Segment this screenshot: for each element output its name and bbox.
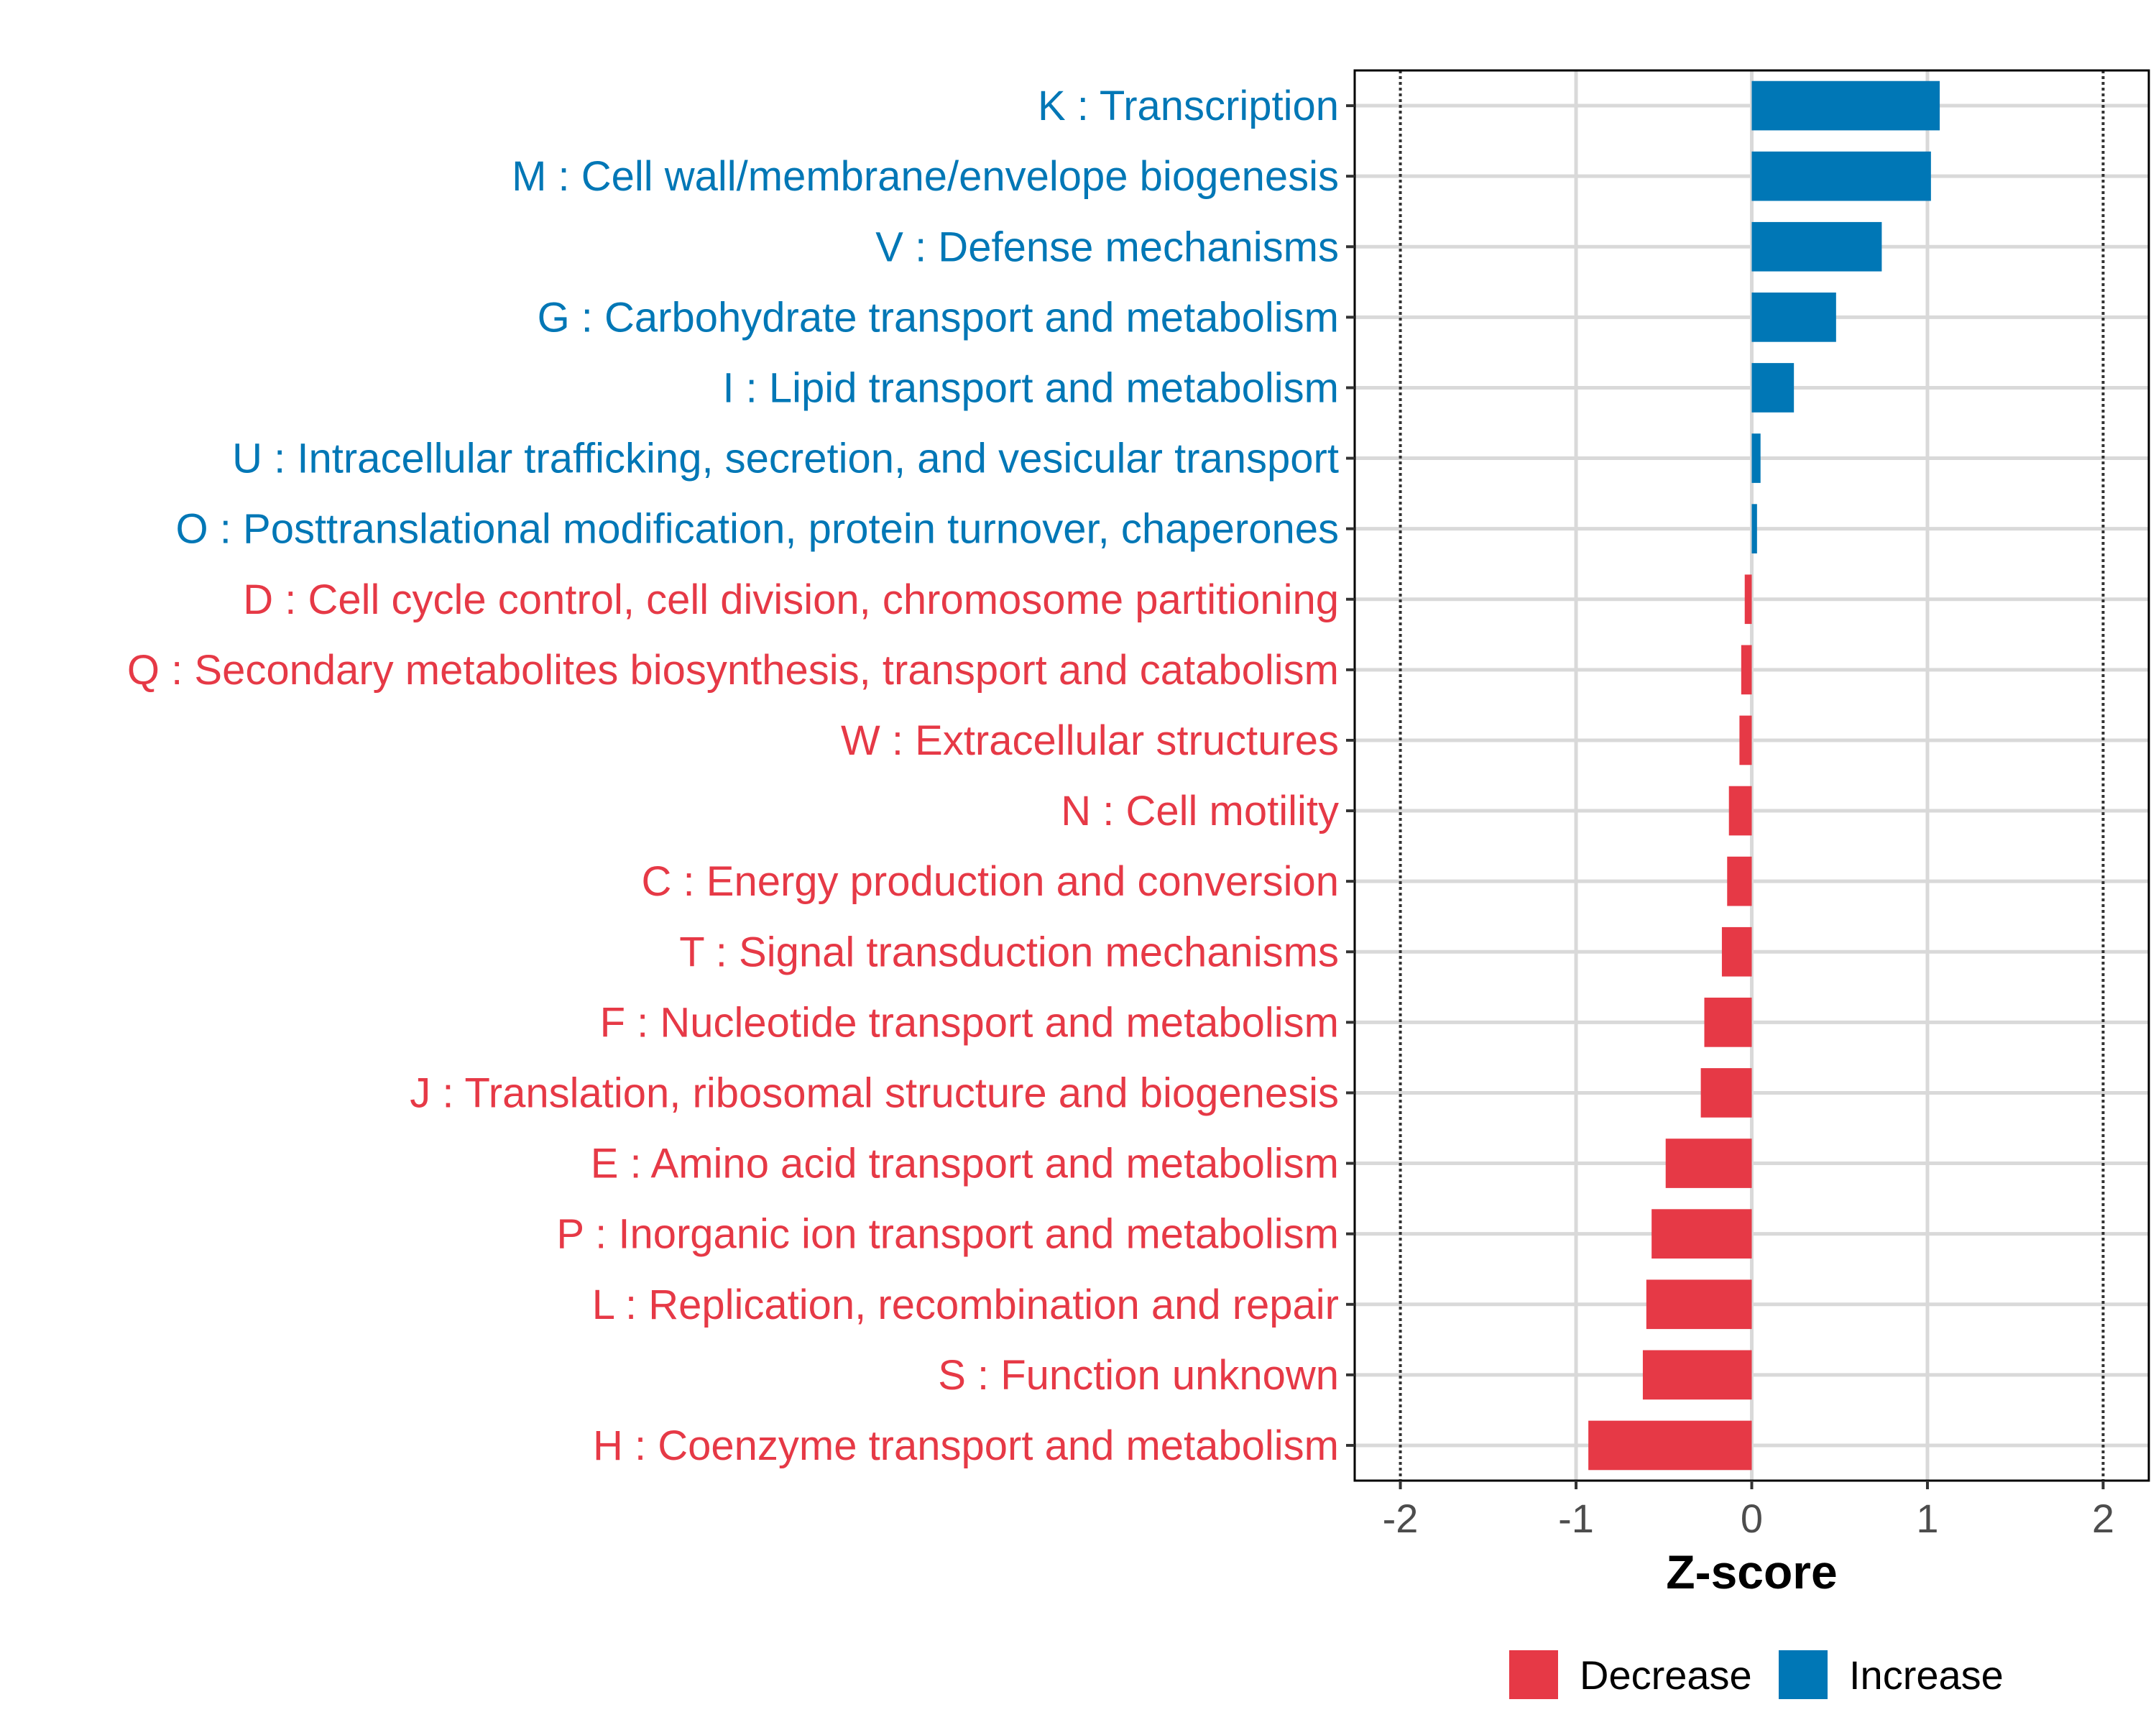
bar [1751, 504, 1757, 553]
bar [1744, 574, 1752, 625]
bar [1665, 1138, 1752, 1188]
category-label: N : Cell motility [1061, 788, 1339, 834]
x-axis-ticks: -2 -1 0 1 2 [1383, 1481, 2114, 1541]
category-label: S : Function unknown [938, 1352, 1339, 1399]
grid-lines [1355, 70, 2149, 1481]
legend-label-increase: Increase [1849, 1652, 2004, 1698]
bar [1646, 1279, 1752, 1330]
category-label: W : Extracellular structures [841, 717, 1339, 764]
x-tick-label: -1 [1558, 1496, 1594, 1541]
bar [1704, 998, 1752, 1047]
category-label: T : Signal transduction mechanisms [679, 929, 1339, 975]
bar [1751, 293, 1836, 342]
category-label: P : Inorganic ion transport and metaboli… [556, 1211, 1339, 1258]
category-label: E : Amino acid transport and metabolism [591, 1141, 1339, 1187]
bar [1700, 1068, 1752, 1118]
x-tick-label: -2 [1383, 1496, 1419, 1541]
legend: Decrease Increase [1509, 1650, 2004, 1699]
category-label: M : Cell wall/membrane/envelope biogenes… [512, 153, 1339, 200]
y-axis-ticks [1346, 104, 1355, 1447]
legend-label-decrease: Decrease [1580, 1652, 1752, 1698]
x-tick-label: 0 [1741, 1496, 1763, 1541]
category-label: U : Intracellular trafficking, secretion… [232, 436, 1339, 482]
category-label: I : Lipid transport and metabolism [722, 364, 1339, 411]
bar [1741, 645, 1752, 695]
category-label: G : Carbohydrate transport and metabolis… [538, 294, 1339, 341]
category-label: L : Replication, recombination and repai… [592, 1282, 1339, 1328]
bar [1751, 151, 1931, 201]
legend-key-increase [1779, 1650, 1828, 1699]
bar [1751, 363, 1795, 413]
category-label: Q : Secondary metabolites biosynthesis, … [127, 647, 1339, 694]
legend-key-decrease [1509, 1650, 1558, 1699]
category-label: V : Defense mechanisms [875, 224, 1339, 270]
bar [1588, 1420, 1752, 1471]
category-label: C : Energy production and conversion [642, 858, 1339, 905]
x-tick-label: 2 [2092, 1496, 2114, 1541]
category-label: F : Nucleotide transport and metabolism [600, 999, 1339, 1046]
category-label: K : Transcription [1038, 83, 1339, 129]
bar [1651, 1209, 1752, 1259]
bar [1642, 1350, 1752, 1400]
bars [1588, 80, 1940, 1471]
bar [1727, 856, 1752, 906]
x-tick-label: 1 [1916, 1496, 1938, 1541]
bar [1751, 80, 1940, 131]
y-axis-labels: K : Transcription M : Cell wall/membrane/… [127, 83, 1339, 1469]
category-label: J : Translation, ribosomal structure and… [410, 1070, 1339, 1116]
x-axis-title: Z-score [1666, 1545, 1837, 1598]
bar [1751, 221, 1882, 272]
category-label: O : Posttranslational modification, prot… [176, 506, 1339, 553]
category-label: H : Coenzyme transport and metabolism [593, 1422, 1339, 1469]
bar [1751, 433, 1761, 483]
bar [1739, 715, 1752, 765]
category-label: D : Cell cycle control, cell division, c… [243, 576, 1339, 623]
bar [1721, 926, 1752, 977]
bar [1728, 786, 1752, 836]
reference-lines [1399, 70, 2105, 1481]
